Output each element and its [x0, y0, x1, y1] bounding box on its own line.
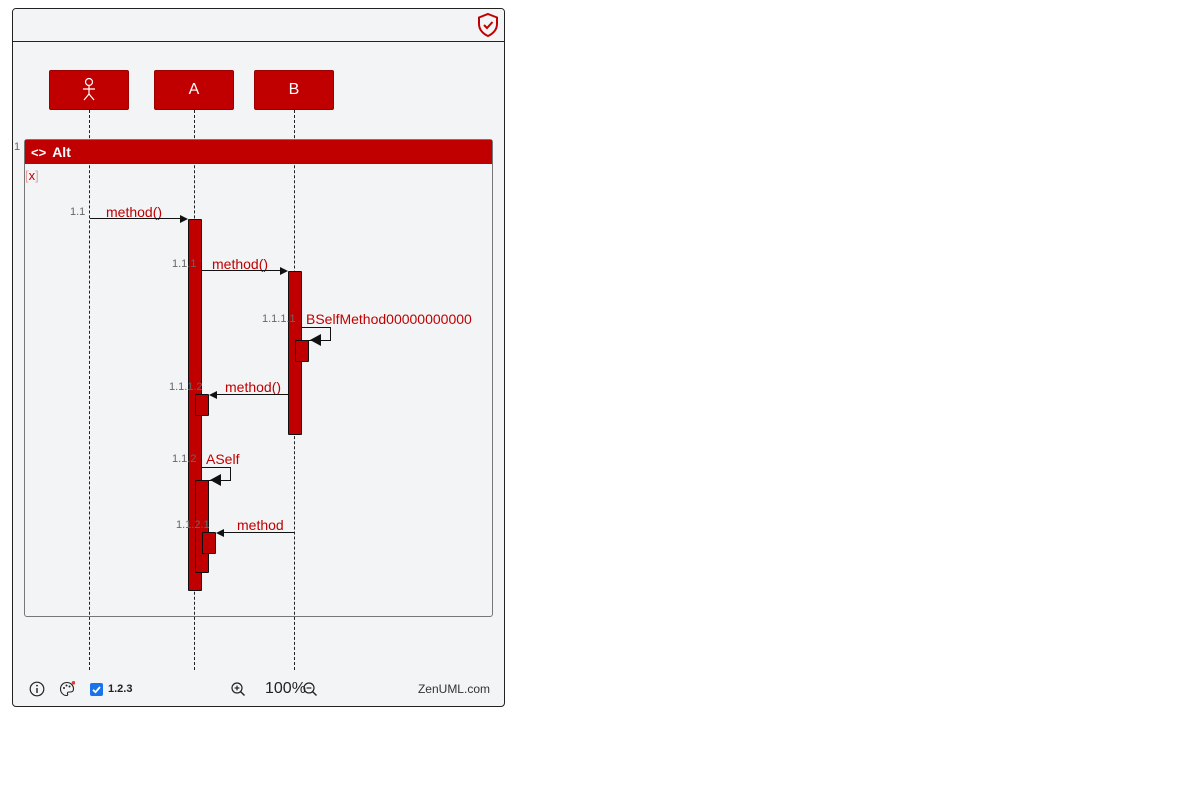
participant-a[interactable]: A: [154, 70, 234, 110]
message-number: 1.1.1.2: [169, 381, 203, 393]
arrowhead-icon: [180, 215, 188, 223]
activation-a-nested: [202, 532, 216, 554]
lifeline-actor: [89, 110, 90, 670]
condition-text: x: [28, 168, 36, 183]
message-line: [224, 532, 294, 533]
participant-label: A: [188, 81, 200, 98]
participant-label: B: [288, 81, 300, 98]
top-toolbar: [13, 9, 504, 42]
fragment-number: 1: [14, 141, 21, 153]
message-number: 1.1.1: [172, 258, 197, 270]
footer-toolbar: 1.2.3 100% ZenUML.com: [13, 672, 504, 706]
message-label[interactable]: method(): [225, 379, 282, 395]
activation-a-return: [195, 394, 209, 416]
palette-icon[interactable]: [59, 681, 75, 697]
message-label[interactable]: ASelf: [206, 451, 240, 467]
arrowhead-icon: [310, 334, 321, 346]
stick-figure-icon: [83, 77, 95, 101]
alt-fragment: <> Alt: [24, 139, 493, 617]
fragment-condition[interactable]: [x]: [25, 168, 39, 183]
message-number: 1.1.1.1: [262, 313, 296, 325]
zoom-in-icon[interactable]: [230, 681, 246, 697]
numbering-label: 1.2.3: [108, 683, 133, 695]
message-label[interactable]: BSelfMethod00000000000: [306, 311, 472, 327]
brand-link[interactable]: ZenUML.com: [417, 682, 490, 696]
zoom-out-icon[interactable]: [302, 681, 318, 697]
fragment-title: Alt: [52, 144, 71, 160]
message-line: [217, 394, 288, 395]
arrowhead-icon: [210, 474, 221, 486]
diagram-frame: A B 1 <> Alt [x] 1.1 method() 1.1.1 meth…: [12, 8, 505, 707]
activation-b-self: [295, 340, 309, 362]
fragment-header[interactable]: <> Alt: [25, 140, 492, 164]
message-number: 1.1: [70, 206, 86, 218]
message-number: 1.1.2: [172, 453, 197, 465]
arrowhead-icon: [216, 529, 224, 537]
info-icon[interactable]: [29, 681, 45, 697]
fragment-type-icon: <>: [31, 144, 47, 160]
message-line: [90, 218, 180, 219]
message-line: [202, 270, 280, 271]
message-label[interactable]: method: [237, 517, 284, 533]
zoom-level: 100%: [265, 680, 306, 697]
participant-actor[interactable]: [49, 70, 129, 110]
checkmark-icon: [92, 686, 101, 694]
message-label[interactable]: method(): [106, 204, 163, 220]
message-number: 1.1.2.1: [176, 519, 210, 531]
arrowhead-icon: [280, 267, 288, 275]
participant-b[interactable]: B: [254, 70, 334, 110]
shield-check-icon[interactable]: [476, 12, 500, 38]
arrowhead-icon: [209, 391, 217, 399]
numbering-checkbox[interactable]: [90, 683, 103, 696]
message-label[interactable]: method(): [212, 256, 269, 272]
